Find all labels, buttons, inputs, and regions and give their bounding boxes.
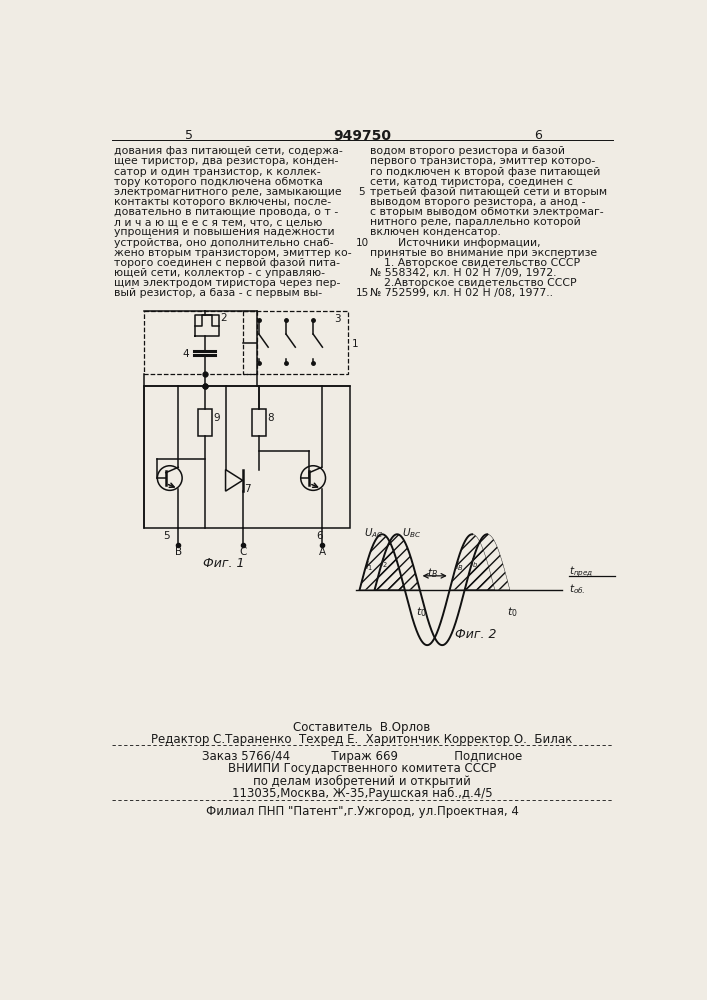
Text: торого соединен с первой фазой пита-: торого соединен с первой фазой пита- xyxy=(114,258,340,268)
Text: включен конденсатор.: включен конденсатор. xyxy=(370,227,501,237)
Text: сатор и один транзистор, к коллек-: сатор и один транзистор, к коллек- xyxy=(114,167,320,177)
Text: 2: 2 xyxy=(220,313,227,323)
Text: 5: 5 xyxy=(185,129,193,142)
Text: $t_0$: $t_0$ xyxy=(416,605,427,619)
Text: 1. Авторское свидетельство СССР: 1. Авторское свидетельство СССР xyxy=(370,258,580,268)
Text: жено вторым транзистором, эмиттер ко-: жено вторым транзистором, эмиттер ко- xyxy=(114,248,351,258)
Text: 5: 5 xyxy=(163,531,170,541)
Text: щим электродом тиристора через пер-: щим электродом тиристора через пер- xyxy=(114,278,340,288)
Text: упрощения и повышения надежности: упрощения и повышения надежности xyxy=(114,227,334,237)
Text: № 752599, кл. Н 02 Н /08, 1977..: № 752599, кл. Н 02 Н /08, 1977.. xyxy=(370,288,554,298)
Text: тору которого подключена обмотка: тору которого подключена обмотка xyxy=(114,177,323,187)
Text: 6: 6 xyxy=(534,129,542,142)
Text: $U_{AC}$: $U_{AC}$ xyxy=(364,527,383,540)
Text: $t_{об.}$: $t_{об.}$ xyxy=(568,582,585,596)
Text: по делам изобретений и открытий: по делам изобретений и открытий xyxy=(253,774,471,788)
Text: 2.Авторское свидетельство СССР: 2.Авторское свидетельство СССР xyxy=(370,278,577,288)
Text: Источники информации,: Источники информации, xyxy=(370,238,541,248)
Text: $t_{пред}$: $t_{пред}$ xyxy=(568,565,593,579)
Text: Заказ 5766/44           Тираж 669               Подписное: Заказ 5766/44 Тираж 669 Подписное xyxy=(201,750,522,763)
Text: $I_b$: $I_b$ xyxy=(469,556,479,570)
Text: С: С xyxy=(240,547,247,557)
Text: $t_B$: $t_B$ xyxy=(427,567,438,580)
Text: с вторым выводом обмотки электромаг-: с вторым выводом обмотки электромаг- xyxy=(370,207,604,217)
Text: 1: 1 xyxy=(352,339,358,349)
Text: Фиг. 1: Фиг. 1 xyxy=(203,557,245,570)
Text: 3: 3 xyxy=(334,314,341,324)
Text: первого транзистора, эмиттер которо-: первого транзистора, эмиттер которо- xyxy=(370,156,596,166)
Text: 5: 5 xyxy=(358,187,366,197)
Text: 949750: 949750 xyxy=(333,129,391,143)
Text: сети, катод тиристора, соединен с: сети, катод тиристора, соединен с xyxy=(370,177,573,187)
Text: $t_0$: $t_0$ xyxy=(506,605,518,619)
Text: третьей фазой питающей сети и вторым: третьей фазой питающей сети и вторым xyxy=(370,187,607,197)
Text: принятые во внимание при экспертизе: принятые во внимание при экспертизе xyxy=(370,248,597,258)
Text: го подключен к второй фазе питающей: го подключен к второй фазе питающей xyxy=(370,167,601,177)
Text: ВНИИПИ Государственного комитета СССР: ВНИИПИ Государственного комитета СССР xyxy=(228,762,496,775)
Text: 9: 9 xyxy=(213,413,220,423)
Text: $U_{BC}$: $U_{BC}$ xyxy=(402,527,421,540)
Text: щее тиристор, два резистора, конден-: щее тиристор, два резистора, конден- xyxy=(114,156,339,166)
Bar xyxy=(144,386,349,528)
Text: довательно в питающие провода, о т -: довательно в питающие провода, о т - xyxy=(114,207,338,217)
Text: 15: 15 xyxy=(356,288,368,298)
Text: 8: 8 xyxy=(267,413,274,423)
Bar xyxy=(243,311,348,374)
Text: Фиг. 2: Фиг. 2 xyxy=(455,628,496,641)
Bar xyxy=(198,409,211,436)
Text: $I_2$: $I_2$ xyxy=(380,556,388,570)
Text: 7: 7 xyxy=(244,484,251,494)
Text: водом второго резистора и базой: водом второго резистора и базой xyxy=(370,146,566,156)
Text: 10: 10 xyxy=(356,238,368,248)
Text: В: В xyxy=(175,547,182,557)
Text: Редактор С.Тараненко  Техред Е.  Харитончик Корректор О.  Билак: Редактор С.Тараненко Техред Е. Харитончи… xyxy=(151,733,573,746)
Text: выводом второго резистора, а анод -: выводом второго резистора, а анод - xyxy=(370,197,586,207)
Text: электромагнитного реле, замыкающие: электромагнитного реле, замыкающие xyxy=(114,187,341,197)
Bar xyxy=(144,311,257,374)
Text: устройства, оно дополнительно снаб-: устройства, оно дополнительно снаб- xyxy=(114,238,334,248)
Text: 4: 4 xyxy=(183,349,189,359)
Text: № 558342, кл. Н 02 Н 7/09, 1972.: № 558342, кл. Н 02 Н 7/09, 1972. xyxy=(370,268,557,278)
Text: л и ч а ю щ е е с я тем, что, с целью: л и ч а ю щ е е с я тем, что, с целью xyxy=(114,217,322,227)
Bar xyxy=(252,409,266,436)
Text: контакты которого включены, после-: контакты которого включены, после- xyxy=(114,197,331,207)
Text: 113035,Москва, Ж-35,Раушская наб.,д.4/5: 113035,Москва, Ж-35,Раушская наб.,д.4/5 xyxy=(232,787,492,800)
Text: Составитель  В.Орлов: Составитель В.Орлов xyxy=(293,721,431,734)
Text: $I_B$: $I_B$ xyxy=(455,559,464,573)
Text: нитного реле, параллельно которой: нитного реле, параллельно которой xyxy=(370,217,581,227)
Text: вый резистор, а база - с первым вы-: вый резистор, а база - с первым вы- xyxy=(114,288,322,298)
Text: $I_1$: $I_1$ xyxy=(365,559,373,573)
Text: 6: 6 xyxy=(316,531,323,541)
Text: Филиал ПНП "Патент",г.Ужгород, ул.Проектная, 4: Филиал ПНП "Патент",г.Ужгород, ул.Проект… xyxy=(206,805,518,818)
Text: ющей сети, коллектор - с управляю-: ющей сети, коллектор - с управляю- xyxy=(114,268,325,278)
Text: дования фаз питающей сети, содержа-: дования фаз питающей сети, содержа- xyxy=(114,146,343,156)
Text: А: А xyxy=(319,547,326,557)
